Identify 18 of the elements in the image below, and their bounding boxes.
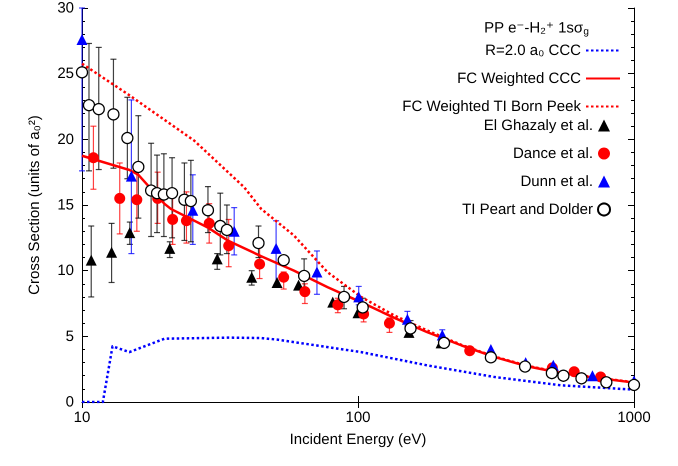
y-tick-label: 15 xyxy=(57,196,74,214)
y-tick-label: 5 xyxy=(66,328,74,345)
y-tick-label: 10 xyxy=(57,262,74,280)
legend-label: Dance et al. xyxy=(512,145,593,162)
y-axis-title: Cross Section (units of a₀²) xyxy=(26,115,43,295)
x-axis-title: Incident Energy (eV) xyxy=(290,431,426,448)
legend-label: FC Weighted TI Born Peek xyxy=(402,98,582,115)
y-tick-label: 30 xyxy=(57,0,74,16)
y-tick-label: 20 xyxy=(57,130,74,148)
legend-label: FC Weighted CCC xyxy=(457,70,582,87)
legend-label: R=2.0 a₀ CCC xyxy=(485,42,582,59)
y-tick-label: 0 xyxy=(66,394,74,410)
legend-label: Dunn et al. xyxy=(520,173,593,190)
x-tick-label: 1000 xyxy=(617,409,651,426)
legend-label: TI Peart and Dolder xyxy=(462,201,593,218)
y-tick-label: 25 xyxy=(57,65,74,82)
x-tick-label: 100 xyxy=(345,409,371,426)
legend-label: El Ghazaly et al. xyxy=(484,117,593,134)
